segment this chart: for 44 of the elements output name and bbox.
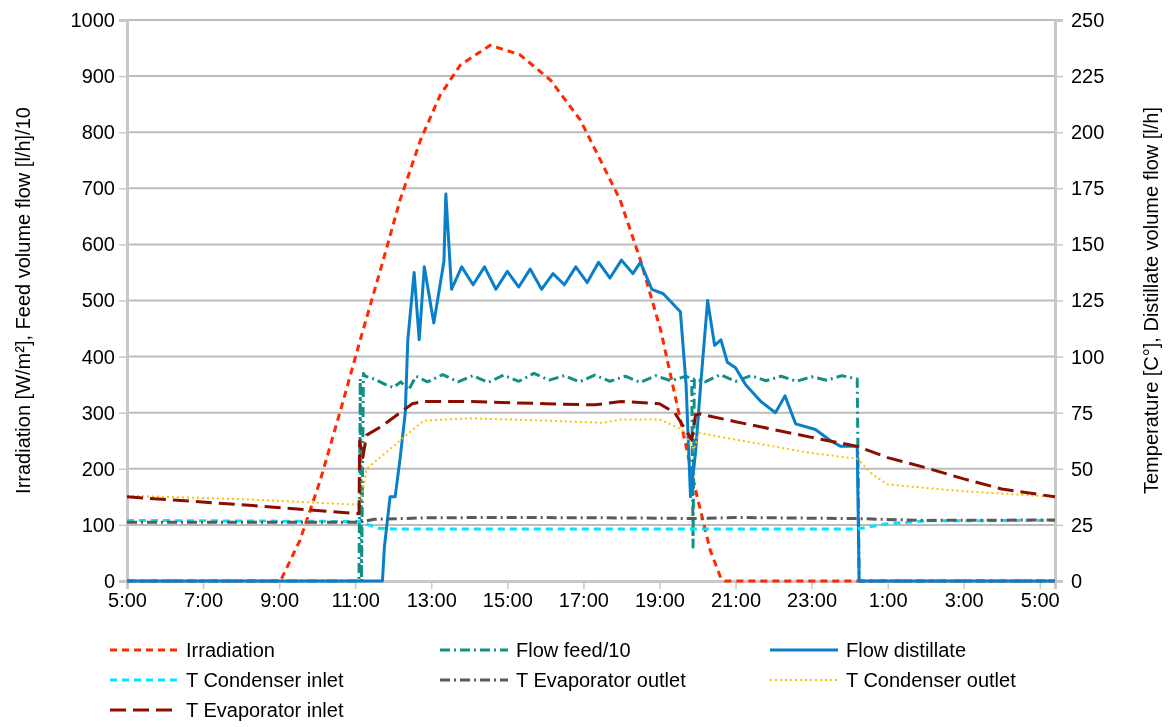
y-tick-label: 100 [81,513,115,536]
x-tick-label: 17:00 [558,589,609,612]
y2-tick-label: 225 [1071,65,1105,87]
y-tick-label: 800 [81,121,115,144]
y-tick-label: 0 [103,569,115,592]
y2-tick-label: 250 [1071,8,1105,31]
y2-tick-label: 100 [1071,345,1105,368]
y2-axis-title: Temperature [C°], Distillate volume flow [l/h] [1140,106,1162,495]
legend-label: Irradiation [186,639,275,661]
y2-tick-label: 150 [1071,233,1105,256]
y2-tick-label: 50 [1071,457,1094,480]
legend-label: T Condenser outlet [846,669,1017,691]
y-tick-label: 400 [81,345,115,368]
x-tick-label: 3:00 [944,589,984,612]
x-tick-label: 23:00 [787,589,838,612]
y-tick-label: 300 [81,401,115,424]
x-tick-label: 1:00 [868,589,908,612]
y2-tick-label: 75 [1071,401,1094,424]
x-tick-label: 19:00 [634,589,685,612]
legend-label: T Condenser inlet [186,669,344,691]
y-tick-label: 200 [81,457,115,480]
y2-tick-label: 25 [1071,513,1094,536]
x-tick-label: 7:00 [184,589,224,612]
x-tick-label: 5:00 [1020,589,1060,612]
y2-tick-label: 200 [1071,121,1105,144]
legend-label: T Evaporator outlet [516,669,687,691]
x-tick-label: 5:00 [108,589,147,612]
x-tick-label: 15:00 [482,589,533,612]
y-tick-label: 1000 [70,8,115,31]
y2-tick-label: 0 [1071,569,1083,592]
y-axis-title: Irradiation [W/m²], Feed volume flow [l/h]/10 [12,107,34,494]
y-tick-label: 900 [81,65,115,87]
x-tick-label: 11:00 [331,589,380,612]
y-tick-label: 500 [81,289,115,312]
x-tick-label: 21:00 [710,589,762,612]
x-tick-label: 13:00 [406,589,457,612]
y2-tick-label: 175 [1071,177,1105,200]
x-tick-label: 9:00 [260,589,300,612]
legend-label: Flow feed/10 [516,639,631,661]
y-tick-label: 700 [81,177,115,200]
y2-tick-label: 125 [1071,289,1105,312]
legend-label: T Evaporator inlet [186,699,344,721]
legend-label: Flow distillate [846,639,967,661]
y-tick-label: 600 [81,233,115,256]
